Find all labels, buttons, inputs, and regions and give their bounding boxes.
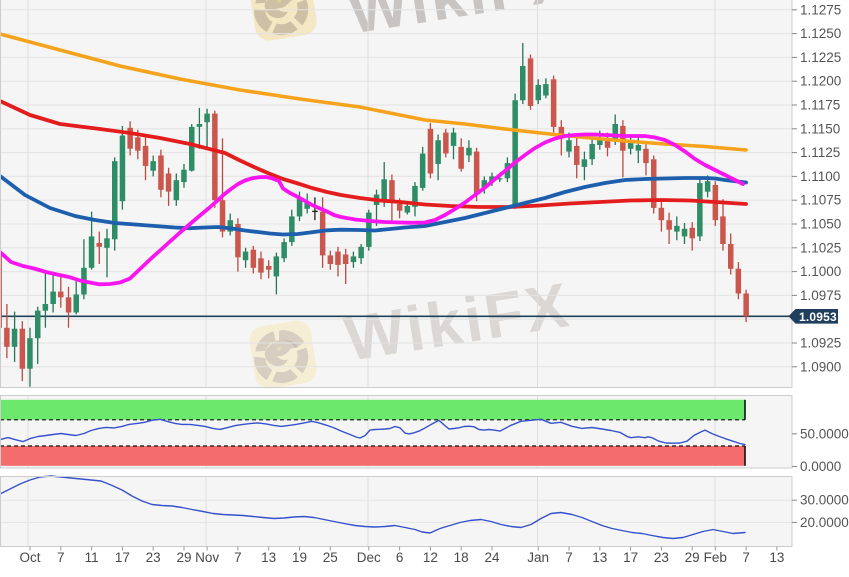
svg-text:29: 29: [176, 550, 191, 565]
svg-text:30.0000: 30.0000: [800, 493, 849, 508]
svg-text:1.1275: 1.1275: [800, 2, 841, 17]
svg-text:1.0925: 1.0925: [800, 336, 841, 351]
svg-text:17: 17: [115, 550, 130, 565]
svg-text:Oct: Oct: [19, 550, 40, 565]
svg-text:50.0000: 50.0000: [800, 426, 849, 441]
svg-text:1.1075: 1.1075: [800, 193, 841, 208]
svg-text:23: 23: [654, 550, 669, 565]
svg-text:24: 24: [484, 550, 500, 565]
svg-text:23: 23: [146, 550, 161, 565]
svg-text:20.0000: 20.0000: [800, 515, 849, 530]
svg-text:18: 18: [454, 550, 469, 565]
svg-text:11: 11: [85, 550, 99, 565]
svg-text:Dec: Dec: [357, 550, 381, 565]
svg-text:12: 12: [423, 550, 438, 565]
svg-text:1.1150: 1.1150: [800, 121, 840, 136]
svg-text:1.1100: 1.1100: [800, 169, 840, 184]
svg-text:Feb: Feb: [704, 550, 727, 565]
svg-text:Jan: Jan: [527, 550, 549, 565]
svg-text:1.1125: 1.1125: [800, 145, 840, 160]
svg-text:1.1175: 1.1175: [800, 98, 840, 113]
svg-text:1.0953: 1.0953: [799, 310, 837, 324]
svg-text:1.1250: 1.1250: [800, 26, 841, 41]
svg-text:6: 6: [396, 550, 404, 565]
svg-text:7: 7: [742, 550, 750, 565]
svg-text:7: 7: [57, 550, 65, 565]
svg-text:1.1025: 1.1025: [800, 240, 841, 255]
svg-text:1.0900: 1.0900: [800, 359, 841, 374]
svg-text:1.1050: 1.1050: [800, 217, 841, 232]
svg-text:1.1200: 1.1200: [800, 74, 841, 89]
svg-text:1.1225: 1.1225: [800, 50, 841, 65]
svg-text:13: 13: [592, 550, 607, 565]
svg-text:1.0975: 1.0975: [800, 288, 841, 303]
svg-text:7: 7: [565, 550, 573, 565]
svg-text:1.1000: 1.1000: [800, 264, 841, 279]
svg-text:19: 19: [292, 550, 307, 565]
svg-text:13: 13: [769, 550, 784, 565]
svg-text:25: 25: [323, 550, 338, 565]
svg-text:7: 7: [234, 550, 242, 565]
svg-text:Nov: Nov: [195, 550, 219, 565]
svg-text:29: 29: [685, 550, 700, 565]
svg-text:0.0000: 0.0000: [800, 459, 841, 474]
svg-text:17: 17: [623, 550, 638, 565]
svg-text:13: 13: [261, 550, 276, 565]
